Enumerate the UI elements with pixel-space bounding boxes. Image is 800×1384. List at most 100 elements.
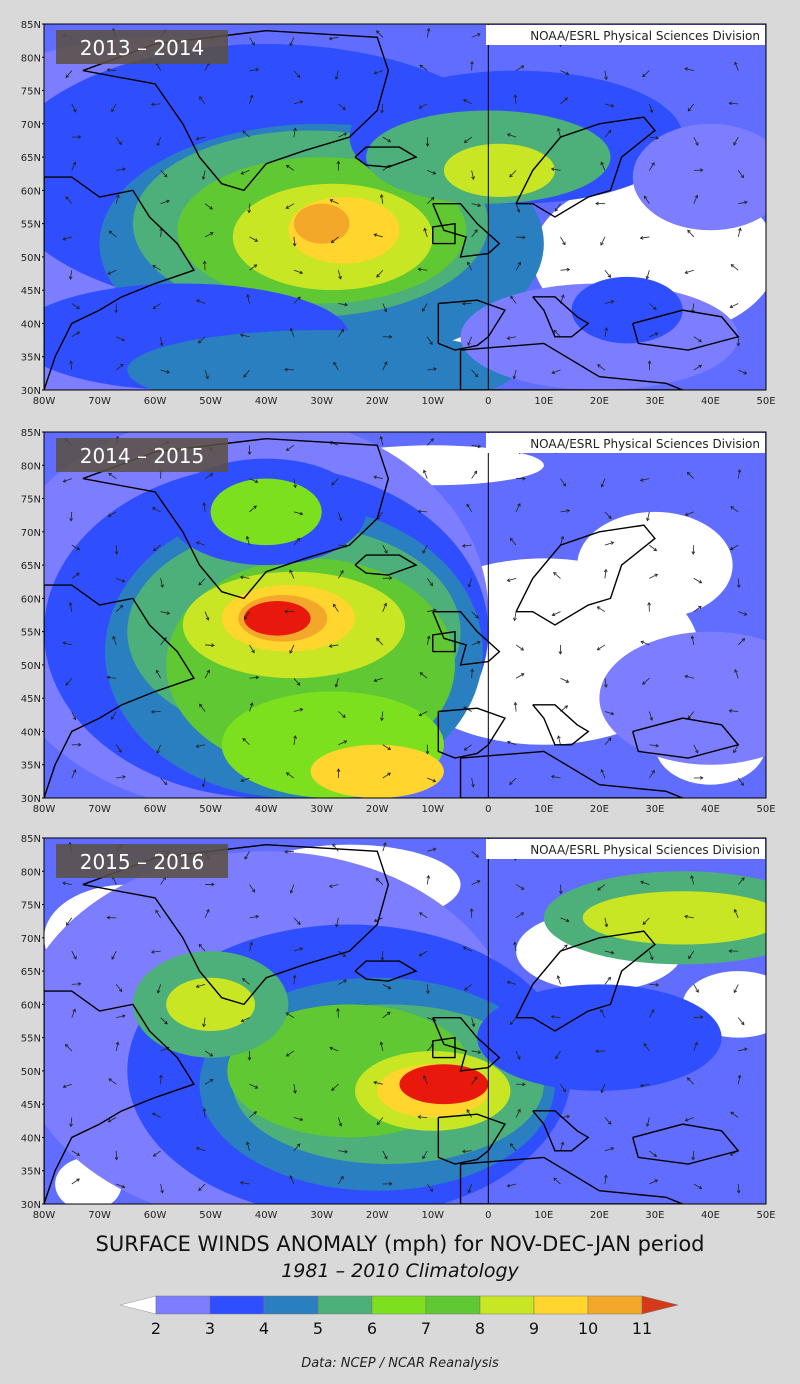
wind-arrow-head	[156, 142, 161, 147]
wind-arrow-head	[517, 502, 521, 507]
wind-arrow-head	[328, 36, 333, 41]
wind-arrow-head	[336, 1007, 340, 1012]
wind-arrow-head	[469, 908, 474, 912]
wind-arrow	[426, 336, 433, 345]
wind-arrow-head	[654, 332, 659, 336]
wind-arrow	[382, 744, 391, 750]
wind-arrow	[601, 1084, 606, 1093]
wind-arrow-head	[466, 1109, 470, 1113]
wind-arrow-head	[211, 882, 215, 887]
wind-arrow	[377, 511, 384, 520]
wind-arrow	[693, 1183, 702, 1189]
wind-arrow	[693, 578, 702, 584]
wind-arrow-head	[255, 67, 260, 72]
wind-arrow-head	[419, 64, 424, 69]
lon-tick-label: 20E	[590, 396, 609, 407]
noaa-credit: NOAA/ESRL Physical Sciences Division	[530, 29, 760, 43]
wind-arrow	[471, 1076, 478, 1085]
wind-arrow	[338, 303, 348, 306]
wind-arrow	[426, 984, 429, 994]
wind-arrow	[730, 506, 739, 513]
wind-arrow-head	[650, 1009, 655, 1013]
lat-tick-label: 30N	[21, 386, 41, 397]
wind-arrow	[71, 162, 76, 171]
wind-arrow	[551, 1016, 561, 1019]
wind-arrow	[249, 478, 258, 483]
colorbar-segment	[479, 1295, 535, 1315]
wind-arrow	[240, 777, 250, 782]
wind-arrow-head	[151, 507, 156, 511]
wind-arrow	[462, 544, 472, 547]
colorbar-high-triangle	[641, 1295, 679, 1315]
wind-arrow	[649, 573, 658, 579]
wind-arrow	[426, 197, 435, 204]
wind-arrow-head	[159, 342, 164, 347]
wind-arrow-head	[289, 42, 293, 47]
wind-arrow	[338, 570, 344, 579]
lon-tick-label: 40W	[255, 396, 278, 407]
wind-arrow	[600, 236, 606, 246]
wind-arrow	[151, 103, 161, 105]
wind-arrow-head	[62, 641, 67, 646]
wind-arrow-head	[376, 273, 380, 278]
lon-tick-label: 50W	[199, 396, 222, 407]
wind-arrow	[597, 884, 606, 891]
wind-arrow-head	[111, 716, 115, 720]
wind-arrow-head	[517, 1108, 521, 1113]
wind-arrow	[204, 232, 214, 238]
wind-arrow-head	[700, 776, 704, 780]
wind-arrow-head	[600, 483, 605, 488]
wind-arrow	[249, 69, 259, 71]
wind-arrow-head	[247, 209, 252, 214]
wind-arrow-head	[607, 129, 612, 134]
wind-arrow	[687, 229, 695, 238]
wind-arrow-head	[159, 1074, 163, 1079]
wind-arrow-head	[429, 341, 433, 345]
wind-arrow	[649, 1009, 655, 1018]
wind-arrow-head	[209, 1079, 214, 1083]
wind-arrow	[246, 536, 250, 546]
wind-arrow	[733, 136, 739, 146]
wind-arrow-head	[649, 109, 654, 114]
wind-arrow-head	[728, 949, 733, 953]
wind-arrow-head	[639, 1083, 644, 1088]
wind-arrow	[468, 578, 473, 588]
wind-arrow	[737, 877, 745, 885]
wind-arrow	[604, 950, 614, 954]
wind-anomaly-map-2: NOAA/ESRL Physical Sciences Division 2014…	[21, 428, 776, 815]
wind-arrow	[240, 1182, 250, 1185]
credit-box	[486, 25, 765, 45]
wind-arrow	[71, 1178, 80, 1185]
wind-arrow	[514, 942, 517, 952]
wind-arrow-head	[299, 100, 304, 104]
wind-arrow-head	[197, 339, 202, 344]
wind-arrow-head	[73, 955, 77, 960]
wind-arrow	[196, 299, 206, 304]
wind-arrow	[427, 777, 436, 782]
coastline	[515, 930, 656, 1032]
wind-arrow	[293, 478, 296, 488]
wind-arrow-head	[111, 956, 115, 960]
wind-arrow	[293, 1084, 296, 1094]
wind-arrow	[466, 503, 472, 513]
wind-arrow-head	[466, 503, 470, 508]
wind-arrow	[293, 537, 301, 546]
wind-arrow-head	[375, 30, 380, 34]
wind-arrow-head	[62, 479, 67, 483]
wind-arrow-head	[150, 102, 155, 107]
wind-arrow	[557, 975, 561, 985]
lon-tick-label: 50E	[756, 1210, 775, 1221]
wind-arrow-head	[743, 371, 748, 375]
lon-tick-label: 40E	[701, 1210, 720, 1221]
wind-arrow	[516, 236, 526, 238]
lon-tick-label: 60W	[144, 804, 167, 815]
coastline	[459, 342, 683, 390]
wind-arrow-head	[150, 709, 155, 714]
wind-arrow	[646, 1117, 650, 1127]
wind-arrow	[734, 62, 739, 71]
lat-tick-label: 80N	[21, 461, 41, 472]
wind-arrow-head	[509, 1021, 514, 1026]
wind-arrow-head	[467, 1189, 472, 1194]
wind-arrow	[160, 336, 163, 346]
wind-arrow-head	[336, 160, 341, 165]
